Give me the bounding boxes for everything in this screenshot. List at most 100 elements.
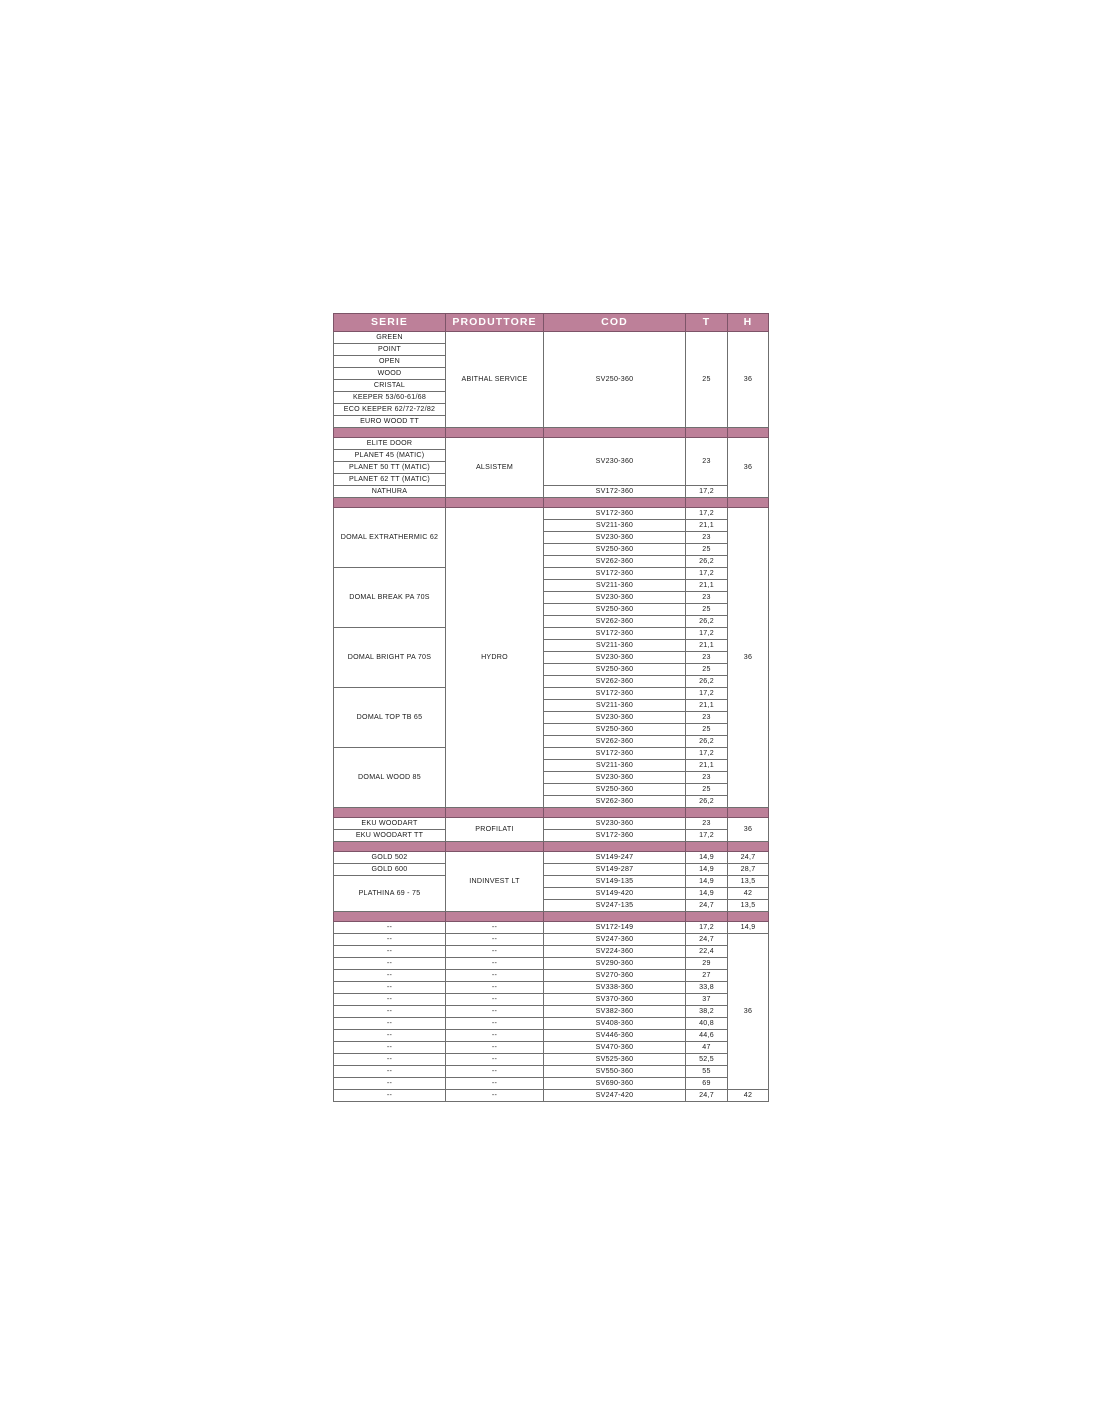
- table-row: GOLD 502 INDINVEST LT SV149-247 14,9 24,7: [333, 851, 769, 912]
- section-separator-cell: [543, 497, 686, 508]
- cell-cod: SV262-360: [543, 735, 686, 748]
- cell-t: 17,2: [685, 921, 728, 934]
- cell-h: 36: [727, 817, 769, 842]
- section-separator-cell: [445, 911, 544, 922]
- table-row: -- -- SV338-360 33,8: [333, 981, 769, 994]
- cell-cod: SV250-360: [543, 331, 686, 428]
- cell-serie: WOOD: [333, 367, 446, 380]
- cell-t: 23: [685, 711, 728, 724]
- cell-serie: DOMAL TOP TB 65: [333, 687, 446, 748]
- cell-t: 24,7: [685, 899, 728, 912]
- cell-produttore: --: [445, 1029, 544, 1042]
- cell-cod: SV149-135: [543, 875, 686, 888]
- table-row: SV211-360 21,1: [334, 699, 769, 712]
- table-row: SV250-360 25: [334, 603, 769, 616]
- cell-t: 14,9: [685, 875, 728, 888]
- cell-produttore: --: [445, 957, 544, 970]
- cell-serie: KEEPER 53/60-61/68: [333, 391, 446, 404]
- column-header-cod: COD: [543, 313, 686, 332]
- section-separator-cell: [333, 841, 446, 852]
- cell-serie: POINT: [333, 343, 446, 356]
- cell-t: 14,9: [685, 863, 728, 876]
- cell-t: 26,2: [685, 735, 728, 748]
- table-row: -- -- SV470-360 47: [333, 1041, 769, 1054]
- cell-cod: SV262-360: [543, 555, 686, 568]
- section-separator-band: [333, 807, 769, 818]
- section-separator-cell: [685, 841, 728, 852]
- table-row: -- -- SV550-360 55: [333, 1065, 769, 1078]
- profile-spec-table: SERIE PRODUTTORE COD T H GREEN ABITHAL SE…: [333, 313, 769, 1102]
- table-row: GREEN ABITHAL SERVICE SV250-360 25 36: [333, 331, 769, 428]
- cell-serie: PLATHINA 69 - 75: [333, 875, 446, 912]
- header-row: SERIE PRODUTTORE COD T H: [333, 313, 769, 332]
- cell-t: 17,2: [685, 627, 728, 640]
- column-header-serie: SERIE: [333, 313, 446, 332]
- cell-cod: SV262-360: [543, 675, 686, 688]
- cell-produttore: --: [445, 945, 544, 958]
- cell-cod: SV250-360: [543, 783, 686, 796]
- cell-t: 26,2: [685, 615, 728, 628]
- table-row: DOMAL BRIGHT PA 70S SV172-360 17,2: [333, 627, 769, 688]
- cell-serie: --: [333, 981, 446, 994]
- cell-t: 26,2: [685, 555, 728, 568]
- cell-t: 25: [685, 603, 728, 616]
- cell-cod: SV172-360: [543, 687, 686, 700]
- cell-serie: --: [333, 969, 446, 982]
- cell-cod: SV370-360: [543, 993, 686, 1006]
- cell-t: 26,2: [685, 795, 728, 808]
- table-row: DOMAL BREAK PA 70S SV172-360 17,2: [333, 567, 769, 628]
- cell-cod: SV211-360: [543, 759, 686, 772]
- column-header-t: T: [685, 313, 728, 332]
- cell-serie: PLANET 45 (MATIC): [333, 449, 446, 462]
- cell-t: 23: [685, 591, 728, 604]
- table-header: SERIE PRODUTTORE COD T H: [333, 313, 769, 332]
- cell-cod: SV690-360: [543, 1077, 686, 1090]
- cell-h: 28,7: [727, 863, 769, 876]
- cell-cod: SV262-360: [543, 795, 686, 808]
- cell-serie: DOMAL BRIGHT PA 70S: [333, 627, 446, 688]
- cell-produttore: --: [445, 1017, 544, 1030]
- cell-t: 52,5: [685, 1053, 728, 1066]
- table-row: -- -- SV370-360 37: [333, 993, 769, 1006]
- cell-cod: SV250-360: [543, 663, 686, 676]
- cell-cod: SV211-360: [543, 519, 686, 532]
- cell-cod: SV525-360: [543, 1053, 686, 1066]
- cell-t: 25: [685, 331, 728, 428]
- section-separator-cell: [727, 841, 769, 852]
- table-row: -- -- SV525-360 52,5: [333, 1053, 769, 1066]
- cell-produttore: PROFILATI: [445, 817, 544, 842]
- cell-produttore: INDINVEST LT: [445, 851, 544, 912]
- table-row: SV230-360 23: [334, 651, 769, 664]
- cell-cod: SV408-360: [543, 1017, 686, 1030]
- cell-t: 24,7: [685, 1089, 728, 1102]
- cell-t: 38,2: [685, 1005, 728, 1018]
- cell-cod: SV211-360: [543, 699, 686, 712]
- cell-cod: SV550-360: [543, 1065, 686, 1078]
- cell-serie: EKU WOODART: [333, 817, 446, 830]
- table-row: PLATHINA 69 - 75 SV149-135 14,9 13,5: [333, 875, 769, 912]
- cell-produttore: --: [445, 1077, 544, 1090]
- section-separator-cell: [333, 911, 446, 922]
- table-row: SV250-360 25: [334, 663, 769, 676]
- cell-serie: --: [333, 933, 446, 946]
- cell-serie: DOMAL BREAK PA 70S: [333, 567, 446, 628]
- cell-t: 27: [685, 969, 728, 982]
- cell-produttore: --: [445, 1065, 544, 1078]
- section-separator-cell: [727, 911, 769, 922]
- cell-t: 21,1: [685, 639, 728, 652]
- cell-serie: PLANET 62 TT (MATIC): [333, 473, 446, 486]
- cell-cod: SV172-360: [543, 485, 686, 498]
- cell-produttore: ABITHAL SERVICE: [445, 331, 544, 428]
- table-row: SV211-360 21,1: [334, 519, 769, 532]
- cell-h: 13,5: [727, 875, 769, 888]
- section-separator-cell: [543, 807, 686, 818]
- cell-serie: --: [333, 1029, 446, 1042]
- cell-produttore: --: [445, 933, 544, 946]
- table-row: -- -- SV270-360 27: [333, 969, 769, 982]
- section-separator-cell: [445, 841, 544, 852]
- cell-h: 36: [727, 437, 769, 498]
- cell-t: 25: [685, 543, 728, 556]
- cell-cod: SV247-420: [543, 1089, 686, 1102]
- cell-serie: --: [333, 957, 446, 970]
- cell-cod: SV230-360: [543, 531, 686, 544]
